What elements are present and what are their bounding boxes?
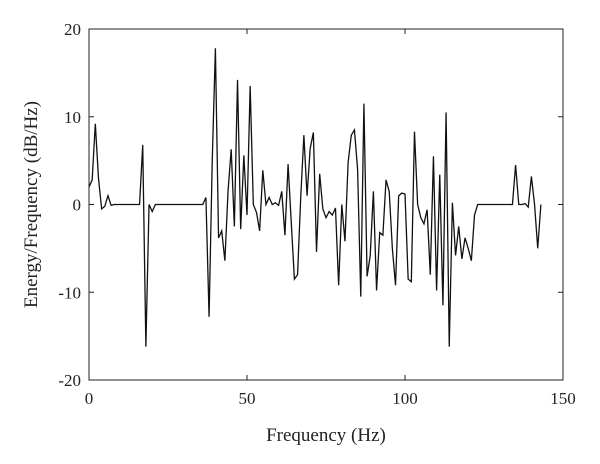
y-tick-label: 10 (64, 108, 81, 127)
x-tick-label: 150 (550, 389, 576, 408)
x-tick-label: 100 (392, 389, 418, 408)
y-tick-label: 0 (73, 196, 82, 215)
y-tick-label: 20 (64, 20, 81, 39)
series-group (88, 48, 542, 347)
y-tick-label: -10 (58, 283, 81, 302)
x-tick-label: 50 (239, 389, 256, 408)
y-axis-label: Energy/Frequency (dB/Hz) (21, 101, 42, 308)
x-axis-label: Frequency (Hz) (266, 425, 386, 446)
axis-ticks (88, 28, 564, 381)
x-tick-label: 0 (85, 389, 94, 408)
tick-labels: 0 50 100 150 -20 -10 0 10 20 (58, 20, 575, 408)
y-tick-label: -20 (58, 371, 81, 390)
series-line (88, 48, 542, 347)
